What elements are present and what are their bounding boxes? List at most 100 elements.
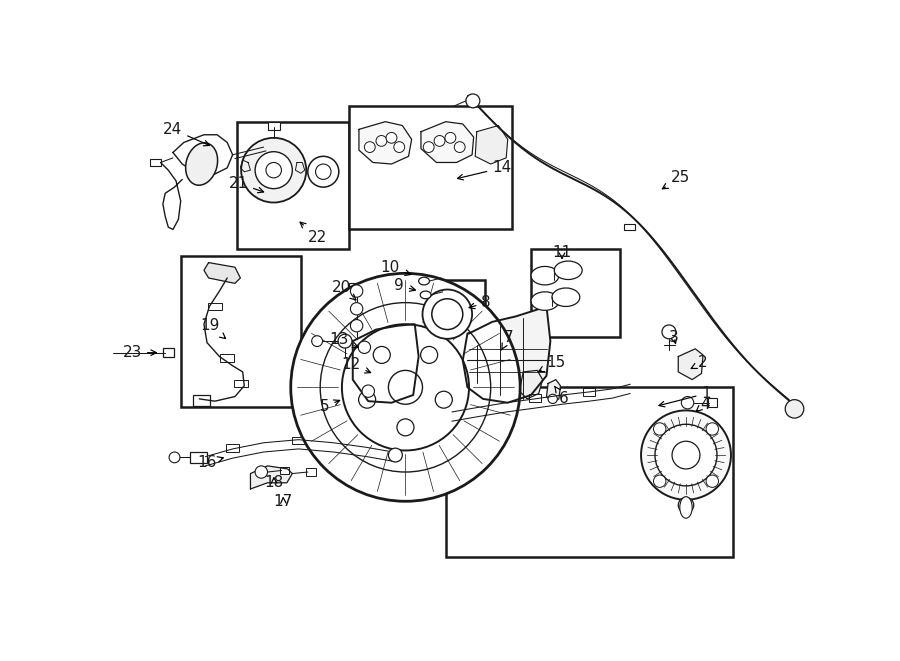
Bar xyxy=(531,249,620,337)
Bar xyxy=(707,398,717,407)
Bar xyxy=(234,379,248,387)
Circle shape xyxy=(662,325,676,339)
Bar xyxy=(190,452,207,463)
Bar xyxy=(528,394,541,402)
Circle shape xyxy=(436,391,453,408)
Circle shape xyxy=(454,141,465,153)
Circle shape xyxy=(362,385,374,397)
Circle shape xyxy=(389,448,402,462)
Text: 18: 18 xyxy=(265,475,284,490)
Circle shape xyxy=(266,163,282,178)
Circle shape xyxy=(422,290,472,339)
Circle shape xyxy=(785,400,804,418)
Circle shape xyxy=(358,391,375,408)
Text: 24: 24 xyxy=(163,122,210,146)
Ellipse shape xyxy=(185,143,218,185)
Text: 16: 16 xyxy=(197,455,223,470)
Circle shape xyxy=(434,136,445,146)
Circle shape xyxy=(386,132,397,143)
Text: 15: 15 xyxy=(538,355,566,371)
Text: 21: 21 xyxy=(229,176,264,193)
Polygon shape xyxy=(295,163,305,173)
Circle shape xyxy=(308,156,338,187)
Text: 3: 3 xyxy=(669,330,679,345)
Circle shape xyxy=(397,419,414,436)
Polygon shape xyxy=(475,126,508,164)
Bar xyxy=(208,303,221,310)
Bar xyxy=(237,122,349,249)
Bar xyxy=(194,395,211,406)
Polygon shape xyxy=(519,370,543,399)
Text: 23: 23 xyxy=(122,345,157,360)
Circle shape xyxy=(655,424,717,486)
Text: 2: 2 xyxy=(691,355,707,370)
Circle shape xyxy=(548,394,557,403)
Circle shape xyxy=(358,341,371,354)
Circle shape xyxy=(350,319,363,332)
Polygon shape xyxy=(359,122,411,164)
Circle shape xyxy=(255,466,267,478)
Ellipse shape xyxy=(531,266,559,285)
Circle shape xyxy=(241,138,306,202)
Ellipse shape xyxy=(680,496,692,518)
Circle shape xyxy=(389,370,422,405)
Bar xyxy=(349,284,364,293)
Text: 4: 4 xyxy=(697,397,709,412)
Bar xyxy=(411,280,484,349)
Bar xyxy=(280,467,289,475)
Bar xyxy=(583,388,595,396)
Bar xyxy=(446,387,733,557)
Text: 9: 9 xyxy=(394,278,416,293)
Text: 17: 17 xyxy=(274,494,293,509)
Text: 14: 14 xyxy=(457,161,511,180)
Circle shape xyxy=(394,141,405,153)
Circle shape xyxy=(291,274,520,501)
Bar xyxy=(349,106,511,229)
Text: 13: 13 xyxy=(329,332,358,348)
Bar xyxy=(292,437,305,444)
Circle shape xyxy=(653,475,666,487)
Bar xyxy=(181,256,301,407)
Ellipse shape xyxy=(531,292,559,310)
Bar xyxy=(472,403,484,410)
Polygon shape xyxy=(250,466,292,489)
Circle shape xyxy=(316,164,331,179)
Polygon shape xyxy=(463,307,551,403)
Text: 19: 19 xyxy=(200,318,226,338)
Text: 1: 1 xyxy=(659,386,711,407)
Circle shape xyxy=(423,141,434,153)
Circle shape xyxy=(350,303,363,315)
Bar xyxy=(149,159,161,167)
Ellipse shape xyxy=(554,261,582,280)
Text: 12: 12 xyxy=(341,357,371,373)
Circle shape xyxy=(679,498,694,513)
Text: 7: 7 xyxy=(501,330,513,350)
Circle shape xyxy=(374,346,391,364)
Polygon shape xyxy=(679,349,703,379)
Polygon shape xyxy=(204,262,240,284)
Circle shape xyxy=(706,475,718,487)
Bar xyxy=(227,444,239,452)
Circle shape xyxy=(706,423,718,435)
Circle shape xyxy=(338,334,352,348)
Text: 6: 6 xyxy=(554,386,569,407)
Bar xyxy=(163,348,174,358)
Circle shape xyxy=(350,285,363,297)
Bar xyxy=(220,354,234,362)
Text: 10: 10 xyxy=(380,260,410,276)
Bar xyxy=(267,122,280,130)
Bar xyxy=(358,444,371,451)
Circle shape xyxy=(653,423,666,435)
Circle shape xyxy=(672,442,700,469)
Bar xyxy=(306,468,316,476)
Circle shape xyxy=(376,136,387,146)
Circle shape xyxy=(255,152,292,188)
Text: 20: 20 xyxy=(332,280,356,300)
Circle shape xyxy=(320,303,490,472)
Text: 22: 22 xyxy=(300,222,327,245)
Text: 25: 25 xyxy=(662,171,689,189)
Circle shape xyxy=(364,141,375,153)
Circle shape xyxy=(681,397,694,409)
Polygon shape xyxy=(353,324,418,403)
Circle shape xyxy=(169,452,180,463)
